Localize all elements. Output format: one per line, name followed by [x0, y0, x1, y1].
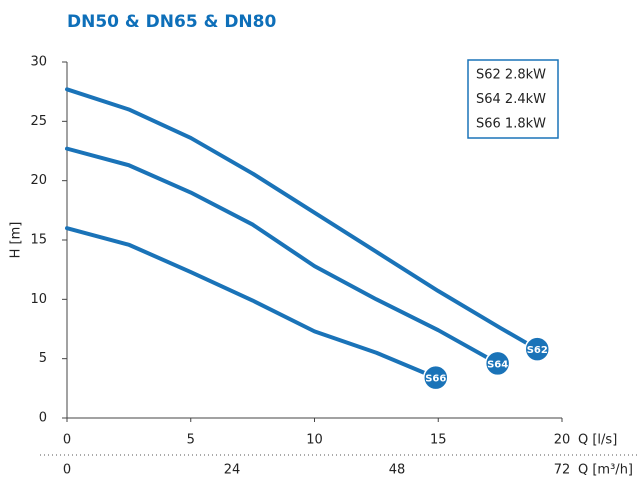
y-tick-label: 10 — [30, 292, 47, 307]
end-marker — [484, 350, 511, 377]
x-tick-label: 15 — [430, 433, 447, 448]
y-tick-label: 30 — [30, 55, 47, 70]
x2-tick-label: 48 — [389, 463, 406, 478]
legend-entry: S64 2.4kW — [476, 92, 546, 107]
end-label: S64 — [487, 359, 508, 370]
x2-tick-label: 0 — [63, 463, 71, 478]
x-tick-label: 10 — [306, 433, 323, 448]
legend — [467, 59, 559, 139]
x-tick-label: 20 — [554, 433, 571, 448]
y-tick-label: 20 — [30, 173, 47, 188]
y-tick-label: 5 — [39, 351, 47, 366]
y-tick-label: 0 — [39, 411, 47, 426]
chart-title: DN50 & DN65 & DN80 — [67, 12, 276, 32]
end-label: S66 — [425, 374, 446, 385]
x2-tick-label: 72 — [554, 463, 571, 478]
x-axis-label: Q [l/s] — [578, 433, 617, 448]
curve — [65, 87, 540, 352]
legend-entry: S62 2.8kW — [476, 68, 546, 83]
y-tick-label: 25 — [30, 114, 47, 129]
end-label: S62 — [527, 345, 548, 356]
y-axis-label: H [m] — [9, 222, 24, 259]
y-tick-label: 15 — [30, 233, 47, 248]
legend-entry: S66 1.8kW — [476, 117, 546, 132]
end-marker — [423, 364, 449, 391]
x-tick-label: 5 — [187, 433, 195, 448]
curve — [65, 226, 438, 380]
x2-tick-label: 24 — [224, 463, 241, 478]
x-tick-label: 0 — [63, 433, 71, 448]
end-marker — [524, 336, 550, 362]
curve — [65, 146, 500, 366]
x2-axis-label: Q [m³/h] — [578, 463, 633, 478]
